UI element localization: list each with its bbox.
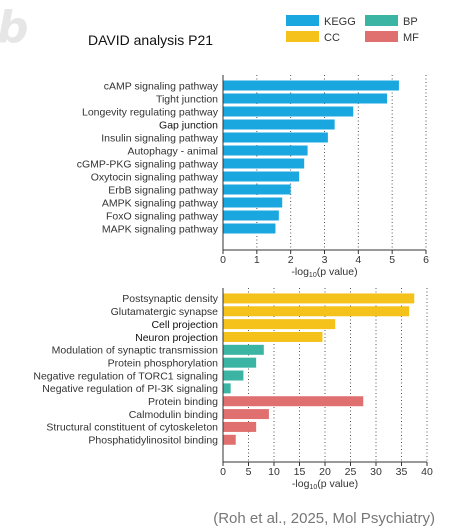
x-tick-label: 35 <box>396 466 408 478</box>
category-label: Autophagy - animal <box>128 145 218 157</box>
x-tick-label: 3 <box>322 254 328 266</box>
x-tick-label: 6 <box>423 254 429 266</box>
legend-swatch-mf <box>365 31 398 42</box>
bar-neuron-projection <box>223 331 323 342</box>
bar-autophagy-animal <box>223 145 308 156</box>
bar-ampk-signaling-pathway <box>223 197 283 208</box>
category-label: Phosphatidylinositol binding <box>88 435 218 447</box>
bar-gap-junction <box>223 119 335 130</box>
bar-camp-signaling-pathway <box>223 80 399 91</box>
category-label: ErbB signaling pathway <box>108 184 218 196</box>
bar-cell-projection <box>223 319 336 330</box>
category-label: Oxytocin signaling pathway <box>91 171 219 183</box>
category-label: MAPK signaling pathway <box>102 223 219 235</box>
citation: (Roh et al., 2025, Mol Psychiatry) <box>213 510 435 527</box>
x-tick-label: 15 <box>294 466 306 478</box>
category-label: Postsynaptic density <box>122 293 218 305</box>
category-label: Insulin signaling pathway <box>101 132 218 144</box>
legend-swatch-cc <box>286 31 319 42</box>
bar-tight-junction <box>223 93 388 104</box>
category-label: Longevity regulating pathway <box>82 106 219 118</box>
category-label: cAMP signaling pathway <box>104 80 219 92</box>
x-tick-label: 10 <box>268 466 280 478</box>
x-tick-label: 0 <box>220 466 226 478</box>
panel-label: b <box>0 2 29 53</box>
legend-swatch-kegg <box>286 15 319 26</box>
x-axis-label: -log10(p value) <box>291 266 357 279</box>
x-tick-label: 30 <box>370 466 382 478</box>
bar-calmodulin-binding <box>223 409 269 420</box>
category-label: cGMP-PKG signaling pathway <box>77 158 219 170</box>
x-tick-label: 25 <box>345 466 357 478</box>
legend-label-kegg: KEGG <box>324 16 356 28</box>
x-tick-label: 2 <box>288 254 294 266</box>
bar-negative-regulation-of-pi-3k-signaling <box>223 383 231 394</box>
chart-title: DAVID analysis P21 <box>88 32 213 48</box>
x-tick-label: 1 <box>254 254 260 266</box>
category-label: Protein phosphorylation <box>108 357 218 369</box>
category-label: Negative regulation of PI-3K signaling <box>42 383 218 395</box>
bar-cgmp-pkg-signaling-pathway <box>223 158 305 169</box>
bar-mapk-signaling-pathway <box>223 223 276 234</box>
category-label: Glutamatergic synapse <box>111 306 219 318</box>
bar-longevity-regulating-pathway <box>223 106 354 117</box>
x-tick-label: 40 <box>421 466 433 478</box>
bar-negative-regulation-of-torc1-signaling <box>223 370 244 381</box>
x-tick-label: 4 <box>355 254 361 266</box>
bar-insulin-signaling-pathway <box>223 132 328 143</box>
category-label: AMPK signaling pathway <box>102 197 219 209</box>
x-tick-label: 0 <box>220 254 226 266</box>
bar-protein-phosphorylation <box>223 357 257 368</box>
category-label: Cell projection <box>151 319 218 331</box>
bar-protein-binding <box>223 396 364 407</box>
x-tick-label: 5 <box>246 466 252 478</box>
category-label: Protein binding <box>148 396 218 408</box>
x-tick-label: 20 <box>319 466 331 478</box>
x-tick-label: 5 <box>389 254 395 266</box>
x-axis-label: -log10(p value) <box>292 478 358 491</box>
category-label: Negative regulation of TORC1 signaling <box>33 370 218 382</box>
category-label: Tight junction <box>156 93 218 105</box>
bar-structural-constituent-of-cytoskeleton <box>223 421 257 432</box>
legend-label-cc: CC <box>324 32 340 44</box>
legend-label-mf: MF <box>403 32 419 44</box>
legend: KEGG BP CC MF <box>286 15 419 44</box>
category-label: Gap junction <box>159 119 218 131</box>
bar-postsynaptic-density <box>223 293 415 304</box>
category-label: Modulation of synaptic transmission <box>52 345 218 357</box>
bar-foxo-signaling-pathway <box>223 210 279 221</box>
category-label: Calmodulin binding <box>129 409 218 421</box>
bar-erbb-signaling-pathway <box>223 184 291 195</box>
category-label: FoxO signaling pathway <box>106 210 219 222</box>
category-label: Neuron projection <box>135 332 218 344</box>
legend-swatch-bp <box>365 15 398 26</box>
category-label: Structural constituent of cytoskeleton <box>46 422 218 434</box>
bar-oxytocin-signaling-pathway <box>223 171 300 182</box>
bar-glutamatergic-synapse <box>223 306 410 317</box>
legend-label-bp: BP <box>403 16 418 28</box>
bar-phosphatidylinositol-binding <box>223 434 236 445</box>
bar-modulation-of-synaptic-transmission <box>223 344 264 355</box>
